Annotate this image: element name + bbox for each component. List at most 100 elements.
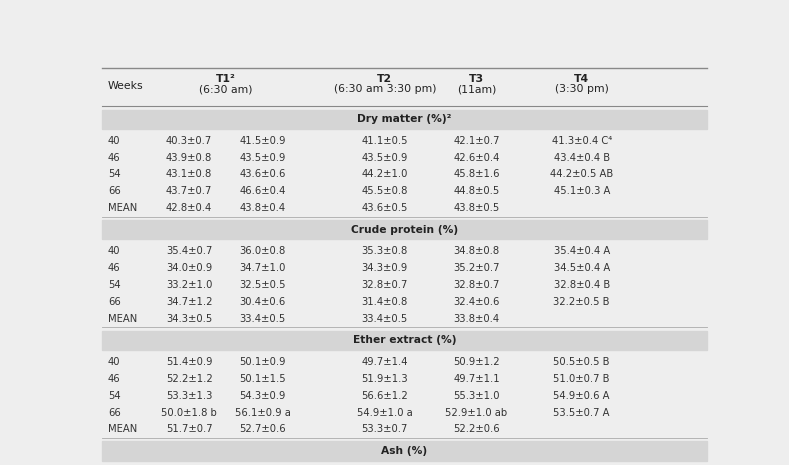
Text: 35.4±0.7: 35.4±0.7 [166, 246, 212, 257]
Text: 32.8±0.7: 32.8±0.7 [361, 280, 408, 290]
Text: 52.7±0.6: 52.7±0.6 [239, 425, 286, 434]
Text: 54.9±1.0 a: 54.9±1.0 a [357, 408, 413, 418]
Text: 56.6±1.2: 56.6±1.2 [361, 391, 408, 401]
Text: 51.7±0.7: 51.7±0.7 [166, 425, 212, 434]
Text: 34.7±1.0: 34.7±1.0 [239, 263, 286, 273]
Text: 53.3±0.7: 53.3±0.7 [361, 425, 408, 434]
Text: 46: 46 [108, 374, 121, 384]
Text: 56.1±0.9 a: 56.1±0.9 a [234, 408, 290, 418]
Bar [102, 421, 707, 438]
Text: MEAN: MEAN [108, 314, 137, 324]
Text: 33.4±0.5: 33.4±0.5 [361, 314, 408, 324]
Text: 45.5±0.8: 45.5±0.8 [361, 186, 408, 196]
Text: (11am): (11am) [457, 84, 496, 94]
Text: MEAN: MEAN [108, 203, 137, 213]
Text: 32.5±0.5: 32.5±0.5 [239, 280, 286, 290]
Text: 66: 66 [108, 186, 121, 196]
Text: 50.0±1.8 b: 50.0±1.8 b [161, 408, 217, 418]
Text: 41.3±0.4 C⁴: 41.3±0.4 C⁴ [552, 136, 611, 146]
Text: 50.1±0.9: 50.1±0.9 [239, 357, 286, 367]
Text: 42.8±0.4: 42.8±0.4 [166, 203, 212, 213]
Text: 33.2±1.0: 33.2±1.0 [166, 280, 212, 290]
Text: 30.4±0.6: 30.4±0.6 [239, 297, 286, 307]
Text: 33.4±0.5: 33.4±0.5 [239, 314, 286, 324]
Bar [102, 166, 707, 183]
Text: 52.2±1.2: 52.2±1.2 [166, 374, 212, 384]
Text: 66: 66 [108, 408, 121, 418]
Text: 45.8±1.6: 45.8±1.6 [453, 170, 499, 179]
Text: Weeks: Weeks [108, 80, 144, 91]
Text: 35.4±0.4 A: 35.4±0.4 A [554, 246, 610, 257]
Text: 51.4±0.9: 51.4±0.9 [166, 357, 212, 367]
Text: (3:30 pm): (3:30 pm) [555, 84, 608, 94]
Text: 34.8±0.8: 34.8±0.8 [454, 246, 499, 257]
Text: 51.9±1.3: 51.9±1.3 [361, 374, 408, 384]
Text: 42.1±0.7: 42.1±0.7 [453, 136, 499, 146]
Text: 46: 46 [108, 263, 121, 273]
Text: 34.7±1.2: 34.7±1.2 [166, 297, 212, 307]
Text: (6:30 am): (6:30 am) [199, 84, 252, 94]
Text: 43.7±0.7: 43.7±0.7 [166, 186, 212, 196]
Text: Dry matter (%)²: Dry matter (%)² [357, 114, 451, 124]
Text: 34.3±0.9: 34.3±0.9 [361, 263, 408, 273]
Text: 46.6±0.4: 46.6±0.4 [239, 186, 286, 196]
Text: 50.5±0.5 B: 50.5±0.5 B [553, 357, 610, 367]
Bar [102, 277, 707, 293]
Text: T3: T3 [469, 74, 484, 84]
Bar [102, 68, 707, 106]
Bar [102, 310, 707, 327]
Text: 40.3±0.7: 40.3±0.7 [166, 136, 212, 146]
Text: Ether extract (%): Ether extract (%) [353, 335, 456, 345]
Bar [102, 441, 707, 461]
Bar [102, 260, 707, 277]
Bar [102, 243, 707, 260]
Text: 44.2±0.5 AB: 44.2±0.5 AB [550, 170, 613, 179]
Text: 53.3±1.3: 53.3±1.3 [166, 391, 212, 401]
Bar [102, 354, 707, 371]
Text: 44.8±0.5: 44.8±0.5 [454, 186, 499, 196]
Text: 40: 40 [108, 357, 120, 367]
Text: 43.6±0.5: 43.6±0.5 [361, 203, 408, 213]
Bar [102, 371, 707, 387]
Text: T4: T4 [574, 74, 589, 84]
Text: 66: 66 [108, 297, 121, 307]
Text: 43.1±0.8: 43.1±0.8 [166, 170, 212, 179]
Bar [102, 149, 707, 166]
Text: 43.8±0.4: 43.8±0.4 [239, 203, 286, 213]
Text: 51.0±0.7 B: 51.0±0.7 B [553, 374, 610, 384]
Bar [102, 404, 707, 421]
Bar [102, 331, 707, 350]
Text: 49.7±1.4: 49.7±1.4 [361, 357, 408, 367]
Text: 41.5±0.9: 41.5±0.9 [239, 136, 286, 146]
Text: 34.5±0.4 A: 34.5±0.4 A [554, 263, 610, 273]
Text: Crude protein (%): Crude protein (%) [351, 225, 458, 235]
Text: T2: T2 [377, 74, 392, 84]
Text: 34.3±0.5: 34.3±0.5 [166, 314, 212, 324]
Text: 50.1±1.5: 50.1±1.5 [239, 374, 286, 384]
Text: 31.4±0.8: 31.4±0.8 [361, 297, 408, 307]
Text: 34.0±0.9: 34.0±0.9 [166, 263, 212, 273]
Text: 52.9±1.0 ab: 52.9±1.0 ab [446, 408, 507, 418]
Text: 54: 54 [108, 170, 121, 179]
Text: 46: 46 [108, 153, 121, 163]
Bar [102, 387, 707, 404]
Text: 43.9±0.8: 43.9±0.8 [166, 153, 212, 163]
Text: 40: 40 [108, 246, 120, 257]
Text: 40: 40 [108, 136, 120, 146]
Bar [102, 183, 707, 200]
Text: 44.2±1.0: 44.2±1.0 [361, 170, 408, 179]
Bar [102, 200, 707, 217]
Text: 52.2±0.6: 52.2±0.6 [453, 425, 499, 434]
Bar [102, 133, 707, 149]
Text: 43.4±0.4 B: 43.4±0.4 B [554, 153, 610, 163]
Text: 55.3±1.0: 55.3±1.0 [453, 391, 499, 401]
Text: 33.8±0.4: 33.8±0.4 [454, 314, 499, 324]
Text: 45.1±0.3 A: 45.1±0.3 A [554, 186, 610, 196]
Text: 54: 54 [108, 391, 121, 401]
Text: 54.3±0.9: 54.3±0.9 [239, 391, 286, 401]
Bar [102, 293, 707, 310]
Text: 49.7±1.1: 49.7±1.1 [453, 374, 499, 384]
Text: 54.9±0.6 A: 54.9±0.6 A [553, 391, 610, 401]
Text: 43.8±0.5: 43.8±0.5 [454, 203, 499, 213]
Text: 35.2±0.7: 35.2±0.7 [453, 263, 499, 273]
